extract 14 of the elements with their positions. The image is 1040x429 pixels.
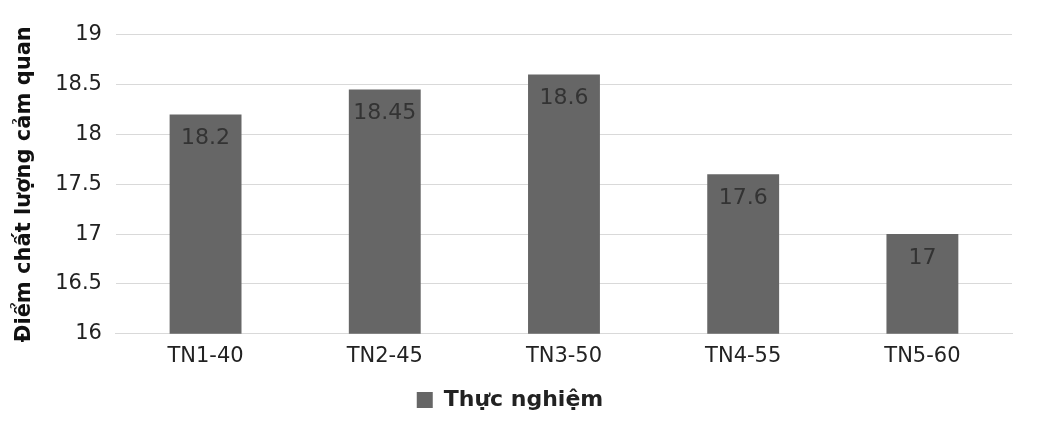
x-tick-label: TN5-60	[883, 342, 961, 367]
x-tick-label: TN2-45	[345, 342, 423, 367]
legend-label: Thực nghiệm	[443, 385, 604, 411]
y-tick-label: 19	[75, 21, 102, 46]
y-tick-label: 16	[75, 320, 102, 345]
x-tick-label: TN4-55	[704, 342, 782, 367]
y-tick-label: 17.5	[55, 170, 102, 195]
y-tick-label: 18.5	[55, 70, 102, 95]
y-axis-title: Điểm chất lượng cảm quan	[10, 26, 36, 343]
y-tick-label: 16.5	[55, 270, 102, 295]
x-tick-label: TN3-50	[524, 342, 603, 367]
y-tick-label: 17	[75, 220, 102, 245]
y-tick-label: 18	[75, 120, 102, 145]
x-tick-label: TN1-40	[166, 342, 244, 367]
